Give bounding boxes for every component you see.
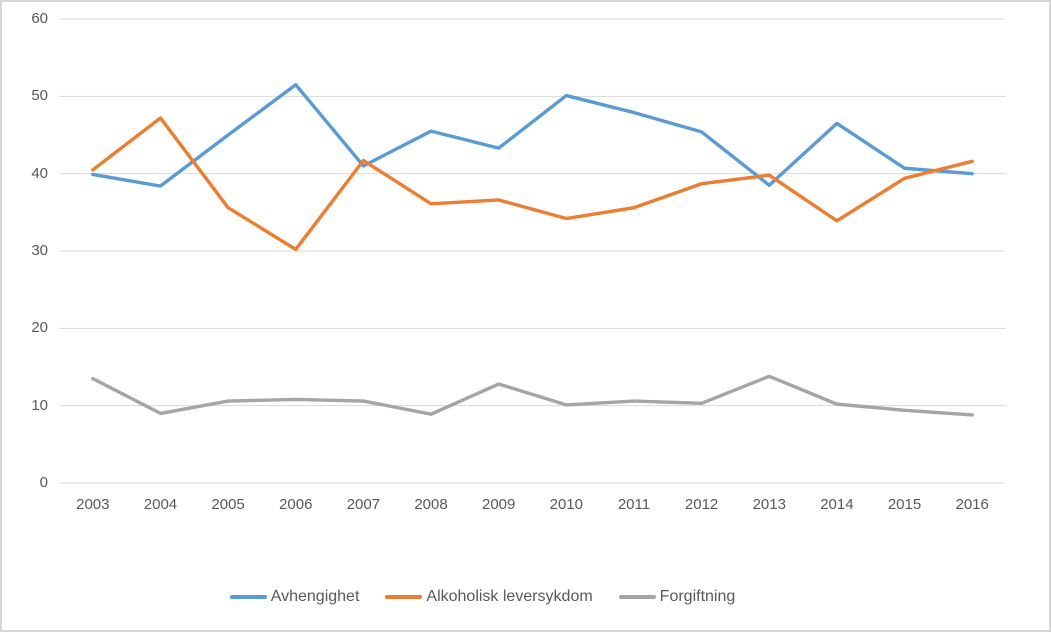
- series-line-forgiftning: [91, 374, 974, 417]
- legend-swatch-avhengighet: [229, 595, 267, 599]
- legend-item-forgiftning[interactable]: Forgiftning: [618, 588, 736, 606]
- legend-item-alkoholisk-leversykdom[interactable]: Alkoholisk leversykdom: [385, 588, 593, 606]
- series-line-alkoholisk-leversykdom: [91, 116, 974, 252]
- legend-label-avhengighet: Avhengighet: [270, 588, 360, 605]
- legend-item-avhengighet[interactable]: Avhengighet: [229, 588, 360, 606]
- chart-legend: Avhengighet Alkoholisk leversykdom Forgi…: [2, 588, 1006, 606]
- legend-label-alkoholisk-leversykdom: Alkoholisk leversykdom: [426, 588, 593, 605]
- legend-label-forgiftning: Forgiftning: [659, 588, 736, 605]
- legend-swatch-forgiftning: [618, 595, 656, 599]
- legend-swatch-alkoholisk-leversykdom: [385, 595, 423, 599]
- series-line-avhengighet: [91, 83, 974, 188]
